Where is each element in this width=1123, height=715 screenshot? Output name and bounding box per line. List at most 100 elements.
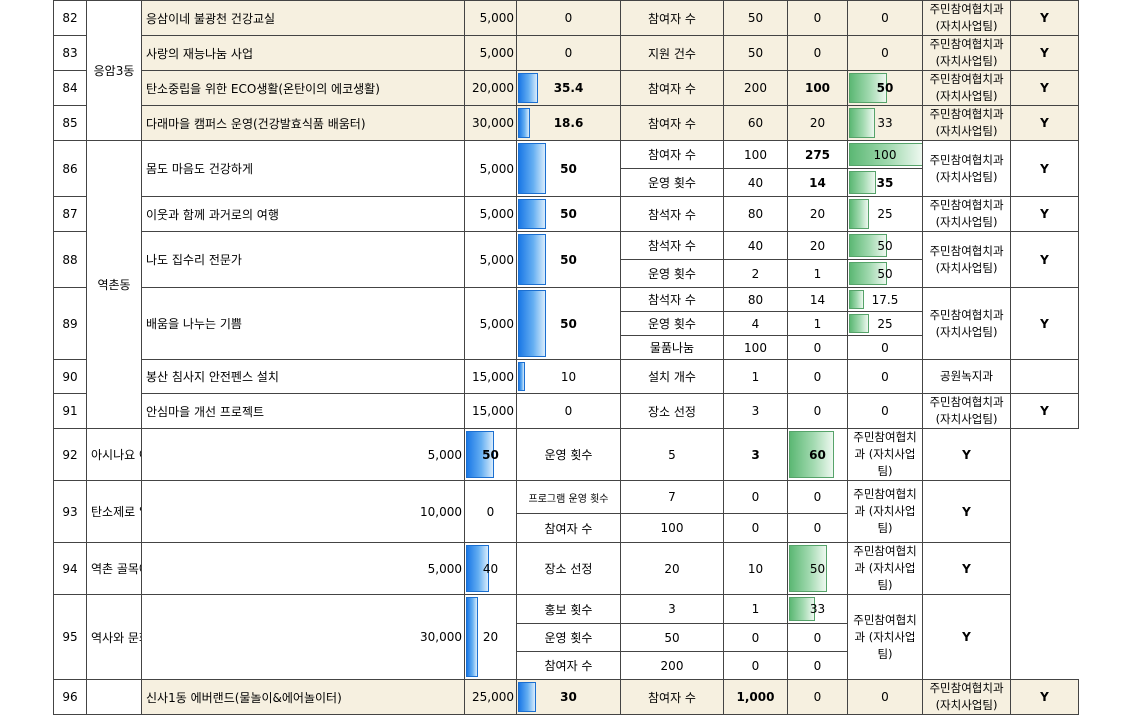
value-label: 30 (560, 690, 577, 704)
execution-rate-bar (518, 682, 536, 712)
table-row: 87 이웃과 함께 과거로의 여행 5,000 50 참석자 수 80 20 25 주민참여협치… (53, 196, 1079, 232)
indicator-name: 운영 횟수 (620, 168, 724, 197)
yes-flag: Y (922, 594, 1011, 680)
actual-value: 0 (723, 623, 788, 652)
project-name: 다래마을 캠퍼스 운영(건강발효식품 배움터) (141, 105, 465, 141)
execution-rate-bar (518, 290, 546, 357)
budget-amount: 30,000 (464, 105, 517, 141)
actual-value: 275 (787, 140, 848, 169)
target-value: 100 (723, 335, 788, 360)
value-label: 0 (564, 46, 573, 60)
actual-value: 0 (787, 359, 848, 394)
project-name: 역촌 골목에 꽃을 (86, 542, 142, 595)
budget-amount: 5,000 (141, 428, 465, 481)
execution-rate-bar (518, 234, 546, 285)
actual-value: 3 (723, 428, 788, 481)
achievement-bar (849, 108, 875, 138)
value-label: 50 (560, 252, 577, 267)
achievement-rate: 25 (847, 311, 923, 336)
achievement-rate: 100 (847, 140, 923, 169)
value-label: 0 (881, 46, 889, 60)
target-value: 80 (723, 287, 788, 312)
achievement-bar (789, 597, 815, 621)
achievement-bar (789, 431, 834, 478)
achievement-rate: 50 (847, 259, 923, 288)
target-value: 200 (620, 651, 724, 680)
project-name: 배움을 나누는 기쁨 (141, 287, 465, 360)
department: 주민참여협치과 (자치사업팀) (922, 140, 1011, 197)
indicator-name: 참여자 수 (620, 70, 724, 106)
row-number: 93 (53, 480, 87, 543)
value-label: 18.6 (553, 116, 584, 130)
value-label: 0 (881, 340, 889, 355)
table-row: 89 배움을 나누는 기쁨 5,000 50 참석자 수 80 14 17.5 주민참여협치과 … (53, 287, 1079, 360)
actual-value: 20 (787, 196, 848, 232)
row-number: 92 (53, 428, 87, 481)
table-row: 88 나도 집수리 전문가 5,000 50 참석자 수 40 20 50 주민참여협치과 (자… (53, 231, 1079, 288)
value-label: 0 (813, 521, 822, 535)
execution-rate: 50 (464, 428, 517, 481)
project-name: 신사1동 에버랜드(물놀이&에어놀이터) (141, 679, 465, 715)
actual-value: 20 (787, 105, 848, 141)
achievement-rate: 0 (787, 623, 848, 652)
dong-name (86, 679, 142, 715)
value-label: 0 (813, 630, 822, 645)
table-row: 운영 횟수 4 1 25 (54, 311, 1079, 336)
execution-rate: 0 (464, 480, 517, 543)
department: 주민참여협치과 (자치사업팀) (922, 196, 1011, 232)
budget-amount: 15,000 (464, 393, 517, 429)
yes-flag: Y (1010, 393, 1079, 429)
project-name: 탄소중립을 위한 ECO생활(온탄이의 에코생활) (141, 70, 465, 106)
achievement-rate: 0 (787, 651, 848, 680)
achievement-rate: 35 (847, 168, 923, 197)
yes-flag: Y (1010, 0, 1079, 36)
achievement-bar (849, 73, 887, 103)
department: 주민참여협치과 (자치사업팀) (922, 35, 1011, 71)
budget-amount: 30,000 (141, 594, 465, 680)
project-name: 사랑의 재능나눔 사업 (141, 35, 465, 71)
value-label: 25 (877, 207, 893, 221)
yes-flag: Y (1010, 35, 1079, 71)
value-label: 40 (482, 561, 499, 576)
project-name: 몸도 마음도 건강하게 (141, 140, 465, 197)
target-value: 40 (723, 168, 788, 197)
indicator-name: 참석자 수 (620, 231, 724, 260)
actual-value: 0 (787, 335, 848, 360)
table-row: 84 탄소중립을 위한 ECO생활(온탄이의 에코생활) 20,000 35.4 참여자… (53, 70, 1079, 106)
value-label: 0 (881, 404, 889, 418)
department: 주민참여협치과 (자치사업팀) (922, 679, 1011, 715)
value-label: 0 (486, 504, 495, 519)
table-row: 91 안심마을 개선 프로젝트 15,000 0 장소 선정 3 0 0 주민참여협치과 (자치… (53, 393, 1079, 429)
achievement-bar (849, 234, 887, 257)
execution-rate: 50 (516, 231, 621, 288)
row-number: 96 (53, 679, 87, 715)
target-value: 7 (620, 480, 724, 514)
table-row: 82 응암3동 응삼이네 불광천 건강교실 5,000 0 참여자 수 50 0 0 주민참여협치… (53, 0, 1079, 141)
value-label: 17.5 (871, 292, 899, 307)
indicator-name: 지원 건수 (620, 35, 724, 71)
execution-rate: 30 (516, 679, 621, 715)
dong-name: 응암3동 (86, 0, 142, 141)
row-number: 84 (53, 70, 87, 106)
table-row: 86 역촌동 몸도 마음도 건강하게 5,000 50 참여자 수 100 275 100 주민참… (53, 140, 1079, 429)
target-value: 3 (723, 393, 788, 429)
value-label: 0 (813, 658, 822, 673)
achievement-bar (789, 545, 827, 592)
budget-amount: 5,000 (464, 35, 517, 71)
table-row: 85 다래마을 캠퍼스 운영(건강발효식품 배움터) 30,000 18.6 참여자 수… (53, 105, 1079, 141)
yes-flag: Y (1010, 70, 1079, 106)
value-label: 10 (560, 369, 577, 384)
execution-rate: 35.4 (516, 70, 621, 106)
budget-amount: 10,000 (141, 480, 465, 543)
value-label: 60 (809, 447, 826, 462)
execution-rate-bar (466, 545, 489, 592)
target-value: 80 (723, 196, 788, 232)
value-label: 50 (560, 316, 577, 331)
indicator-name: 참여자 수 (516, 513, 621, 543)
value-label: 100 (873, 147, 897, 162)
achievement-bar (849, 290, 864, 309)
value-label: 0 (881, 369, 889, 384)
target-value: 2 (723, 259, 788, 288)
budget-amount: 5,000 (464, 140, 517, 197)
